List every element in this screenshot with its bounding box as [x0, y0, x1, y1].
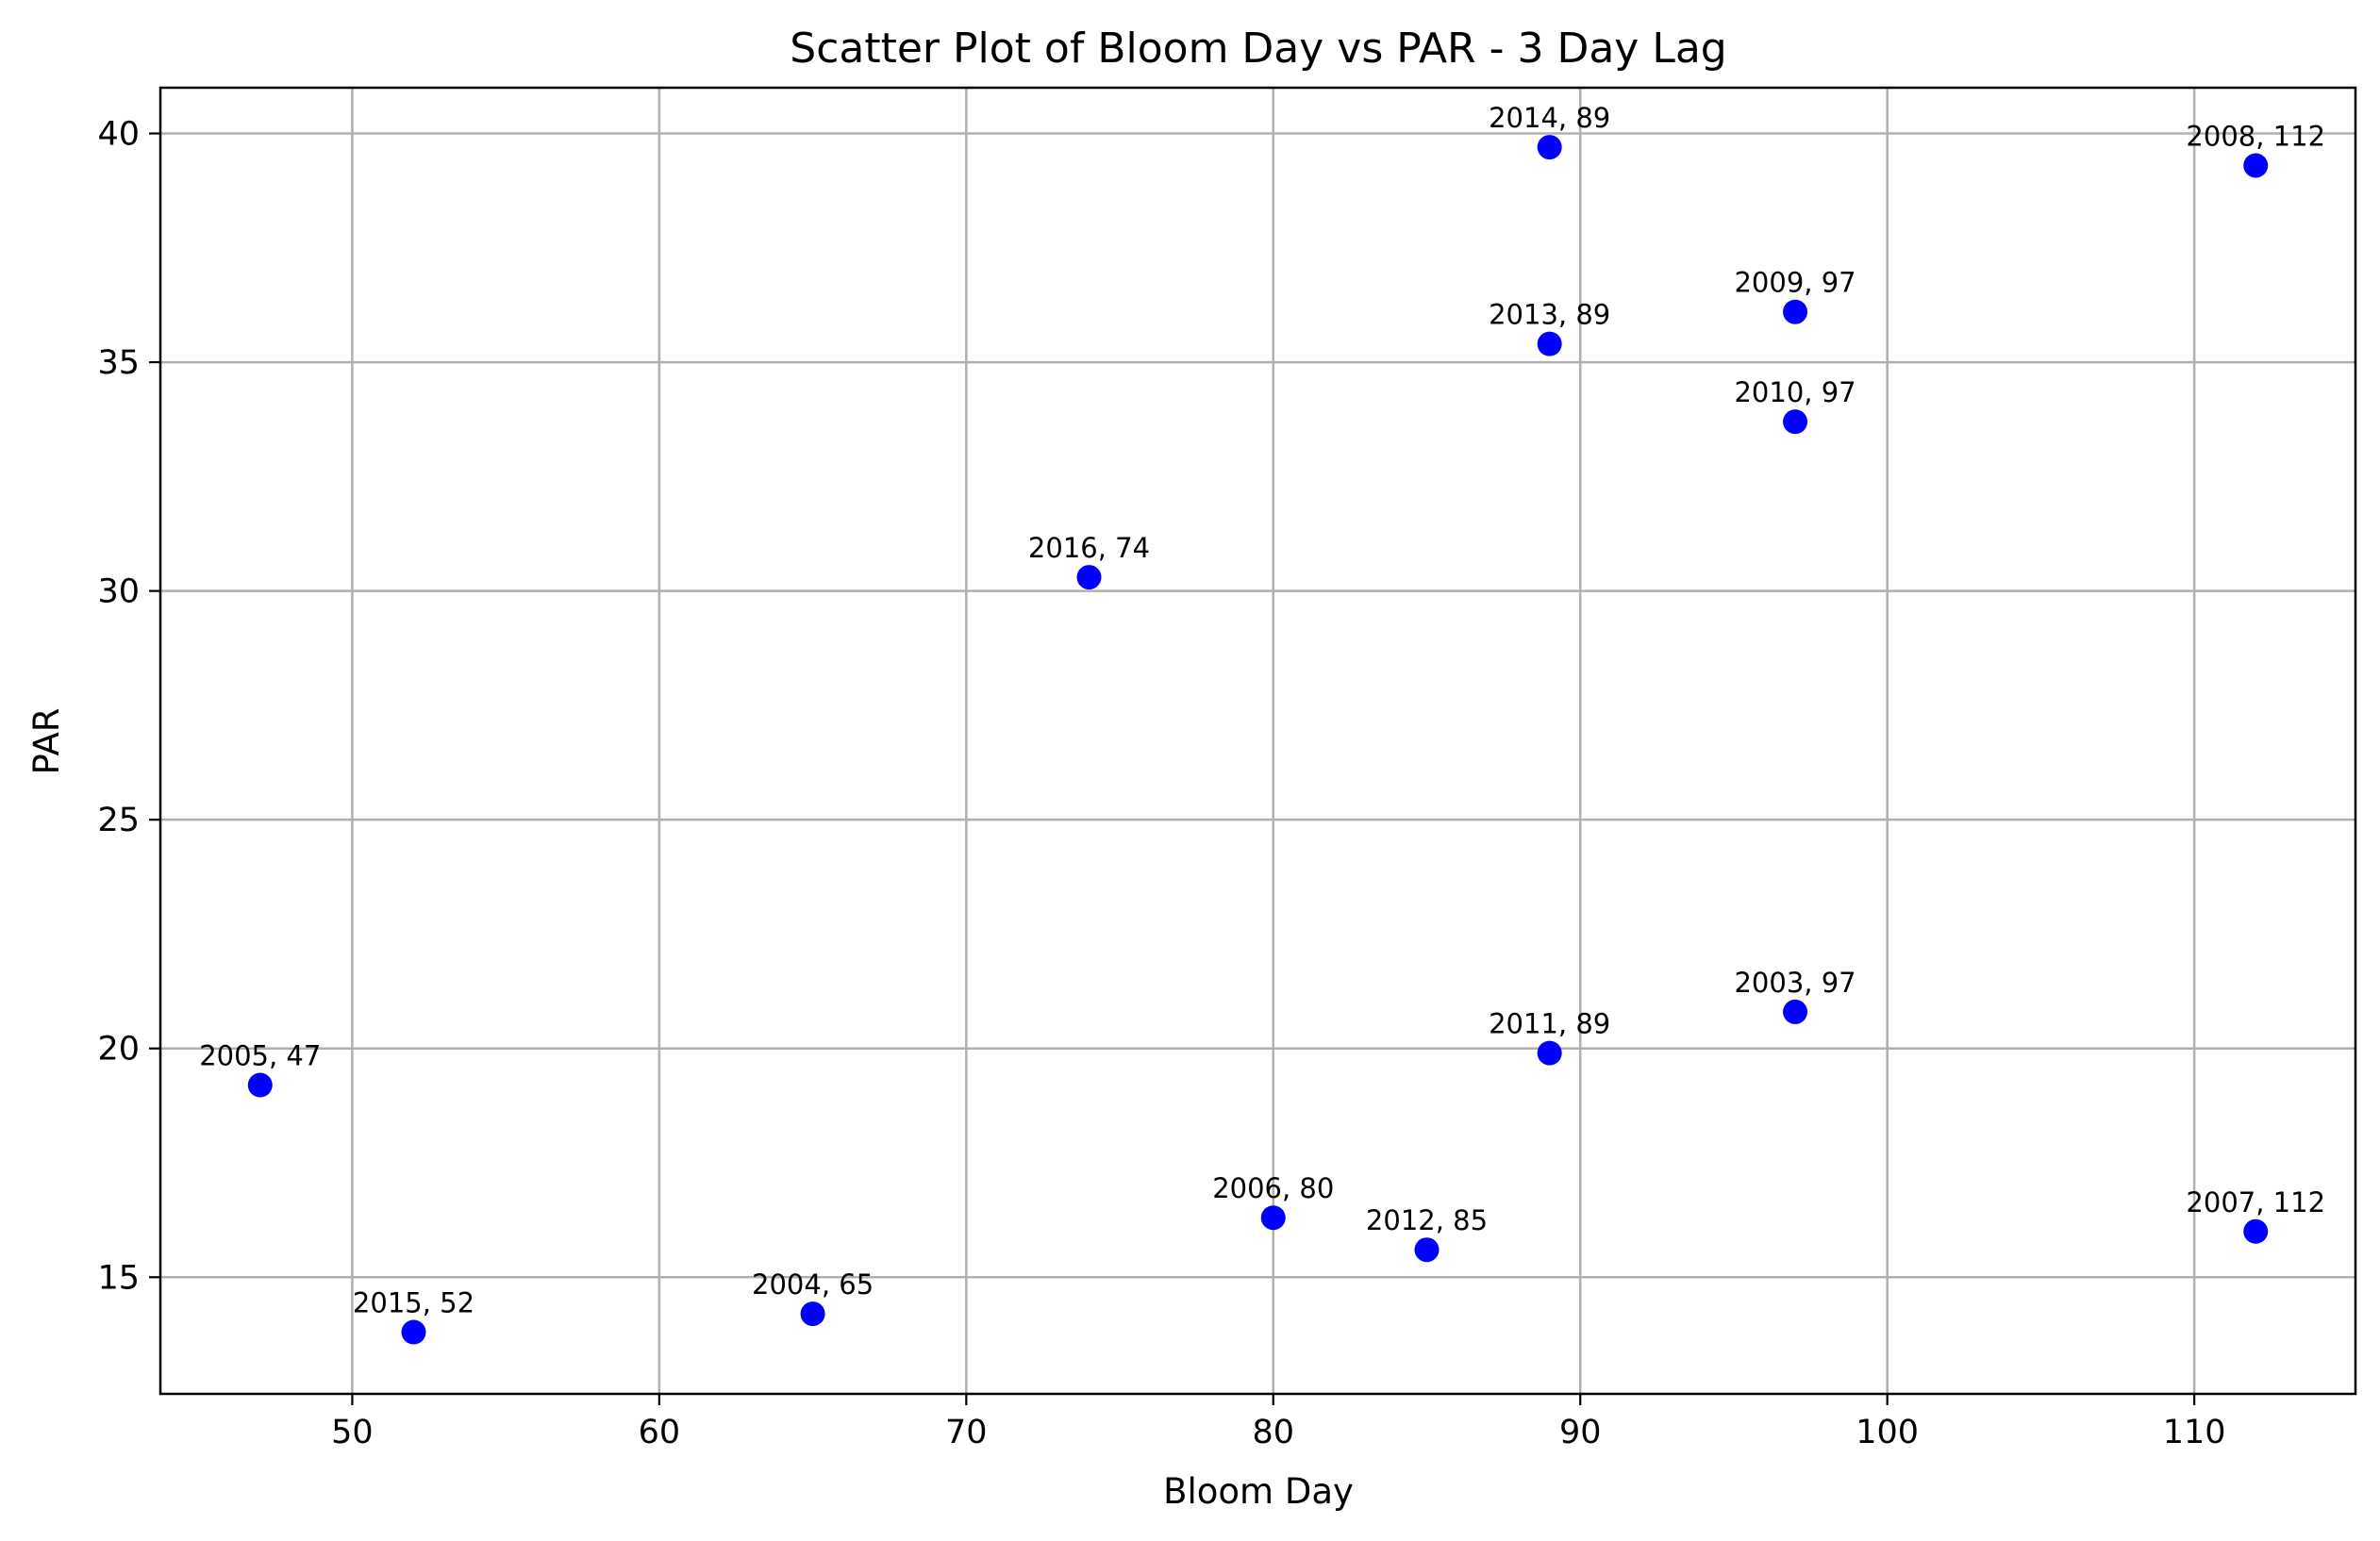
grid-lines — [160, 88, 2355, 1394]
data-point-label: 2012, 85 — [1366, 1204, 1488, 1236]
data-point — [1783, 999, 1808, 1024]
y-tick-label: 35 — [97, 344, 140, 382]
data-point-label: 2005, 47 — [199, 1040, 321, 1072]
data-point — [2243, 153, 2269, 178]
y-tick-label: 25 — [97, 802, 140, 839]
data-point — [1076, 565, 1102, 590]
data-point-label: 2013, 89 — [1489, 299, 1610, 331]
y-tick-label: 40 — [97, 116, 140, 154]
y-axis-label: PAR — [26, 708, 67, 775]
data-point — [1537, 331, 1562, 356]
data-point — [1537, 1040, 1562, 1066]
x-tick-label: 90 — [1559, 1414, 1602, 1451]
x-tick-label: 80 — [1252, 1414, 1294, 1451]
data-point-label: 2006, 80 — [1212, 1172, 1334, 1204]
x-tick-label: 50 — [331, 1414, 374, 1451]
data-point — [2243, 1218, 2269, 1244]
x-axis-label: Bloom Day — [1163, 1471, 1354, 1512]
data-point — [800, 1301, 825, 1327]
data-point-label: 2008, 112 — [2186, 120, 2325, 152]
data-point-label: 2015, 52 — [353, 1287, 474, 1319]
data-point-label: 2009, 97 — [1734, 267, 1856, 299]
y-tick-label: 15 — [97, 1259, 140, 1297]
data-point-label: 2003, 97 — [1734, 967, 1856, 999]
data-point — [1537, 135, 1562, 160]
data-point — [401, 1319, 426, 1345]
chart-title: Scatter Plot of Bloom Day vs PAR - 3 Day… — [790, 25, 1726, 73]
x-tick-label: 110 — [2163, 1414, 2226, 1451]
y-tick-label: 30 — [97, 573, 140, 611]
y-tick-label: 20 — [97, 1031, 140, 1069]
x-tick-label: 60 — [639, 1414, 681, 1451]
data-point — [1414, 1237, 1440, 1263]
data-point — [1260, 1205, 1286, 1231]
data-point-label: 2011, 89 — [1489, 1008, 1610, 1040]
x-tick-label: 70 — [945, 1414, 988, 1451]
data-point — [247, 1072, 273, 1098]
data-points: 2003, 97 2004, 65 2005, 47 2006, 80 2007, 11… — [199, 102, 2325, 1345]
data-point-label: 2014, 89 — [1489, 102, 1610, 134]
data-point-label: 2004, 65 — [752, 1268, 874, 1301]
axis-ticks: 50 60 70 80 90 100 110 15 20 25 30 35 40 — [97, 116, 2225, 1451]
data-point — [1783, 299, 1808, 324]
data-point — [1783, 409, 1808, 435]
x-tick-label: 100 — [1856, 1414, 1919, 1451]
data-point-label: 2007, 112 — [2186, 1186, 2325, 1218]
data-point-label: 2016, 74 — [1028, 532, 1150, 564]
plot-frame — [158, 86, 2357, 1396]
data-point-label: 2010, 97 — [1734, 376, 1856, 408]
